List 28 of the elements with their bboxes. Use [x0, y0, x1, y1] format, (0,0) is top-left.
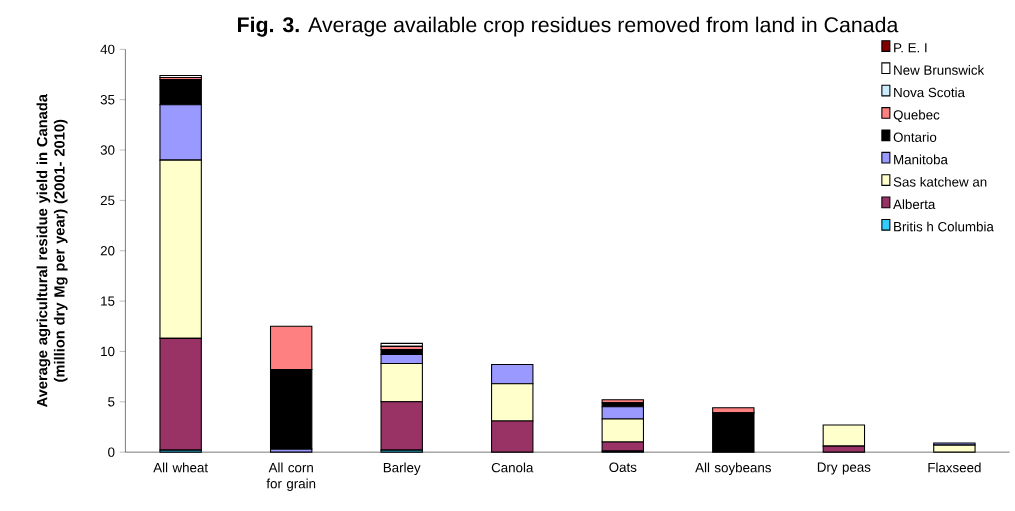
y-tick-label: 25 [100, 195, 115, 206]
legend-label: Alberta [893, 199, 936, 210]
y-tick-label: 0 [108, 447, 115, 457]
x-tick-label: Barley [383, 462, 421, 476]
legend-label: New Brunswick [894, 65, 985, 75]
y-tick-label: 5 [108, 397, 115, 407]
x-tick-label: All corn for grain [266, 462, 316, 492]
x-tick-label: Canola [491, 462, 534, 473]
y-axis-title: Average agricultural residue yield in Canada (million dry Mg per year) (2001- 2010) [36, 94, 68, 408]
legend-label: Manitoba [894, 154, 948, 165]
legend-label: Ontario [893, 132, 937, 143]
y-tick-label: 40 [100, 44, 115, 55]
y-tick-label: 30 [100, 145, 115, 155]
y-tick-label: 20 [100, 246, 115, 256]
chart-title: Fig. 3. Average available crop residues removed from land in Canada [237, 16, 899, 37]
legend-label: Nova Scotia [894, 87, 965, 98]
x-tick-label: Oats [609, 462, 637, 473]
x-tick-label: Flaxseed [928, 462, 981, 473]
legend-label: Quebec [893, 109, 940, 123]
y-tick-label: 15 [101, 296, 115, 306]
legend-label: Britis h Columbia [894, 221, 994, 232]
legend-label: Sas katchew an [893, 176, 987, 187]
x-tick-label: Dry peas [817, 462, 871, 475]
y-tick-label: 10 [101, 346, 115, 357]
legend-label: P. E. I [894, 43, 927, 53]
x-tick-label: All soybeans [695, 462, 771, 476]
x-tick-label: All wheat [153, 462, 208, 473]
y-tick-label: 35 [100, 95, 115, 105]
